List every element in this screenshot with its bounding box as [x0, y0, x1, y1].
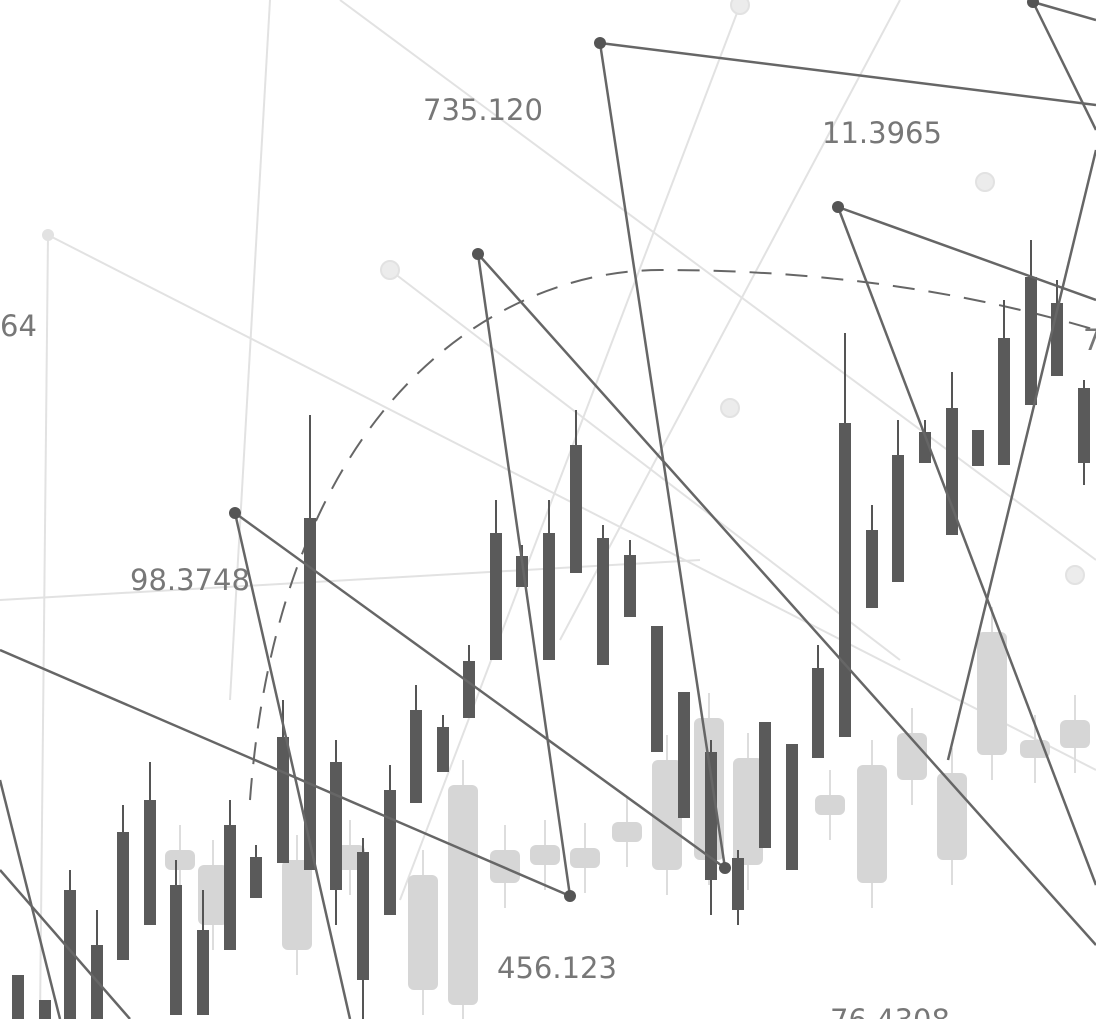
candle-body [490, 850, 520, 883]
network-nodes [229, 0, 1039, 902]
candle-body [839, 423, 851, 737]
candle-body [946, 408, 958, 535]
candle-body [759, 722, 771, 848]
candle-body [1060, 720, 1090, 748]
candle-body [198, 865, 228, 925]
candle-body [197, 930, 209, 1015]
candle-body [64, 890, 76, 1019]
candle-body [384, 790, 396, 915]
candle-body [597, 538, 609, 665]
candles [12, 240, 1090, 1019]
candle-body [705, 752, 717, 880]
node-label: 735.120 [423, 93, 543, 127]
candle-body [897, 733, 927, 780]
candle-body [977, 632, 1007, 755]
candle-body [866, 530, 878, 608]
node-label: 11.3965 [822, 116, 942, 150]
candle-body [277, 737, 289, 863]
candle-body [570, 445, 582, 573]
candle-body [651, 626, 663, 752]
candle-body [919, 432, 931, 463]
candle-body [1025, 277, 1037, 405]
candle-body [170, 885, 182, 1015]
candle-body [357, 852, 369, 980]
candle-body [998, 338, 1010, 465]
candle-body [165, 850, 195, 870]
candle-body [733, 758, 763, 865]
candle-body [330, 762, 342, 890]
candle-body [250, 857, 262, 898]
candle-body [39, 1000, 51, 1019]
candle-body [624, 555, 636, 617]
node-label: 76.4308 [830, 1003, 950, 1019]
node-label: 64 [0, 309, 37, 343]
candle-body [857, 765, 887, 883]
candle-body [490, 533, 502, 660]
candle-body [892, 455, 904, 582]
candle-body [448, 785, 478, 1005]
candle-body [282, 860, 312, 950]
node-label: 456.123 [497, 951, 617, 985]
candle-body [732, 858, 744, 910]
candle-body [543, 533, 555, 660]
candle-body [437, 727, 449, 772]
candle-body [678, 692, 690, 818]
candle-body [812, 668, 824, 758]
node-label: 98.3748 [130, 563, 250, 597]
candle-body [530, 845, 560, 865]
candle-body [972, 430, 984, 466]
candle-body [1078, 388, 1090, 463]
candle-body [786, 744, 798, 870]
candle-body [612, 822, 642, 842]
candle-body [224, 825, 236, 950]
candle-body [408, 875, 438, 990]
candle-body [12, 975, 24, 1019]
candle-body [652, 760, 682, 870]
node-label: 7 [1083, 323, 1096, 357]
candle-body [937, 773, 967, 860]
candle-body [117, 832, 129, 960]
candle-body [570, 848, 600, 868]
candle-body [410, 710, 422, 803]
candle-body [463, 661, 475, 718]
dashed-arc [249, 268, 1096, 801]
candle-body [144, 800, 156, 925]
candle-body [815, 795, 845, 815]
